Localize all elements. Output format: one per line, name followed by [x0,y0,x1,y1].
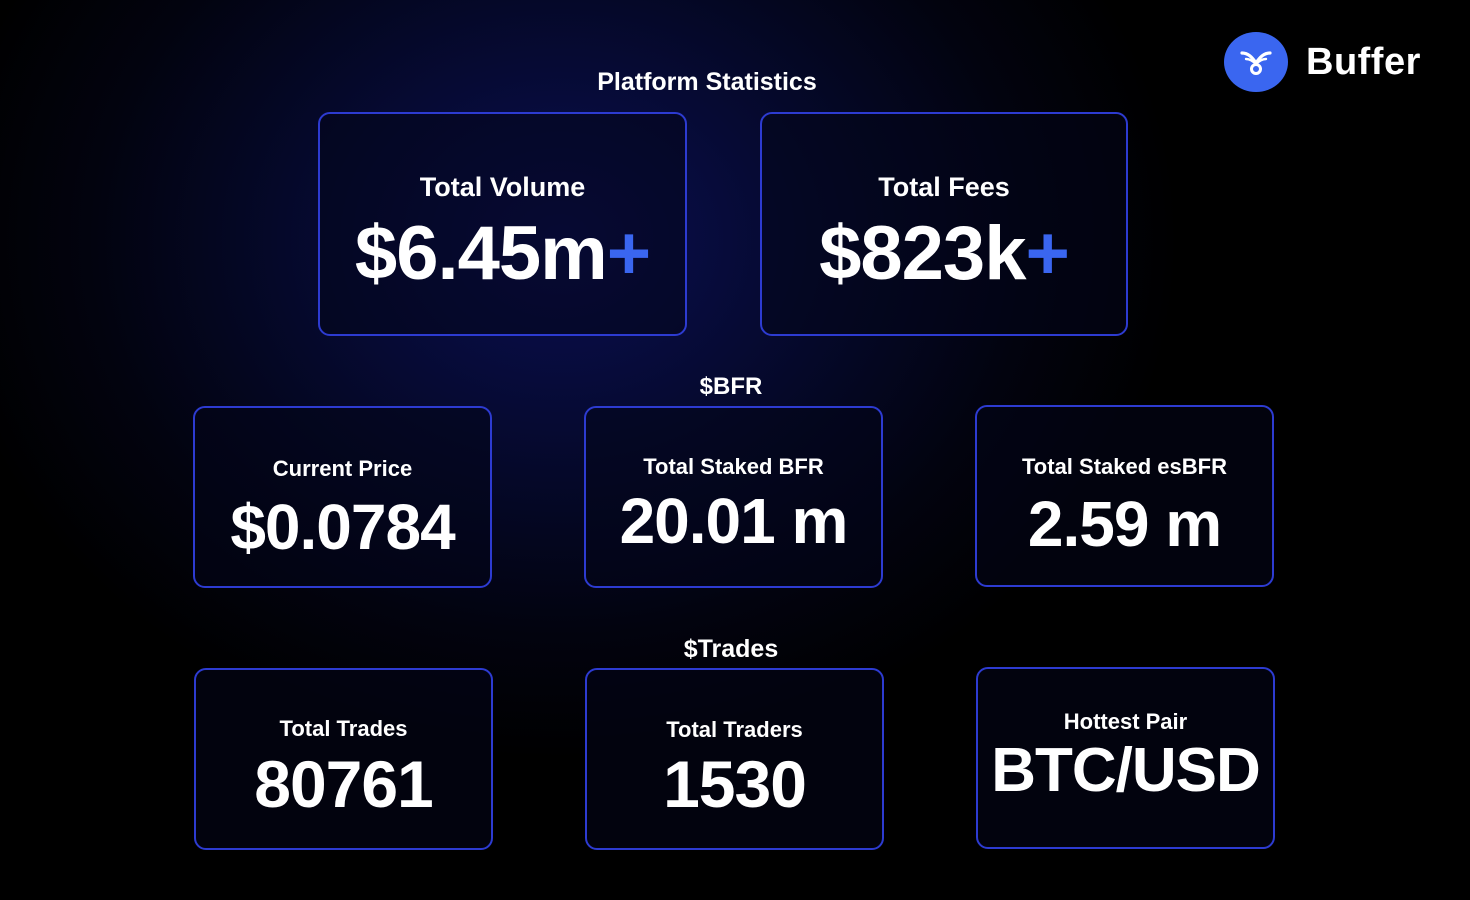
section-title-platform-statistics: Platform Statistics [597,68,817,96]
total-traders-label: Total Traders [666,717,803,742]
current-price-card: Current Price $0.0784 [193,406,492,588]
total-fees-amount: $823k [819,211,1026,296]
total-staked-bfr-value: 20.01 m [619,485,849,557]
total-volume-card: Total Volume $6.45m+ [318,112,687,336]
total-trades-card: Total Trades 80761 [194,668,493,850]
hottest-pair-card: Hottest Pair BTC/USD [976,667,1275,849]
total-trades-label: Total Trades [279,716,408,741]
plus-icon: + [606,211,651,296]
brand-logo: Buffer [1224,32,1421,92]
section-title-trades: $Trades [683,635,779,663]
total-traders-value: 1530 [663,747,807,821]
plus-icon: + [1025,211,1069,296]
total-volume-label: Total Volume [419,172,586,202]
total-staked-bfr-label: Total Staked BFR [643,454,824,479]
buffer-logo-icon [1224,32,1288,92]
total-staked-esbfr-label: Total Staked esBFR [1022,454,1227,479]
section-title-bfr: $BFR [699,373,763,400]
total-staked-esbfr-card: Total Staked esBFR 2.59 m [975,405,1274,587]
brand-name: Buffer [1306,40,1421,83]
total-staked-bfr-card: Total Staked BFR 20.01 m [584,406,883,588]
total-fees-label: Total Fees [878,172,1010,202]
current-price-value: $0.0784 [230,491,455,563]
total-fees-value: $823k+ [762,210,1126,297]
total-traders-card: Total Traders 1530 [585,668,884,850]
total-volume-amount: $6.45m [354,211,608,296]
current-price-label: Current Price [272,456,413,481]
total-fees-card: Total Fees $823k+ [760,112,1128,336]
hottest-pair-value: BTC/USD [991,736,1261,805]
total-volume-value: $6.45m+ [320,210,685,297]
total-staked-esbfr-value: 2.59 m [1027,488,1222,560]
hottest-pair-label: Hottest Pair [1063,709,1188,734]
total-trades-value: 80761 [254,747,434,821]
